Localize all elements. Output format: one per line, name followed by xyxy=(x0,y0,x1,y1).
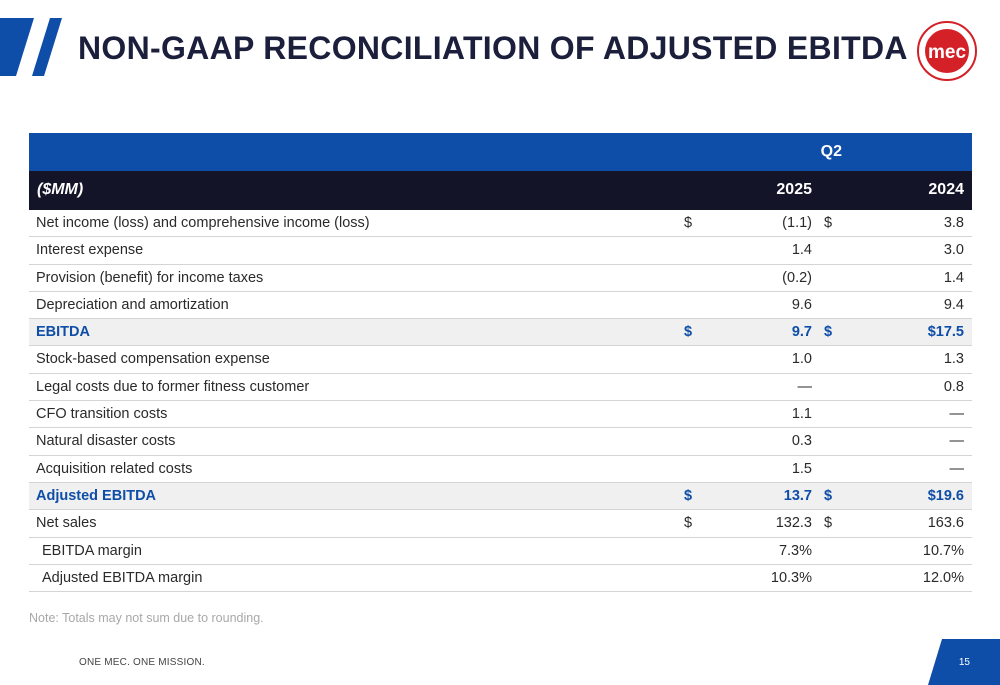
dollar-sign-2025: $ xyxy=(684,324,693,341)
value-2024: $17.5 xyxy=(927,324,964,341)
period-header: Q2 xyxy=(820,143,842,160)
table-row: Depreciation and amortization 9.6 9.4 xyxy=(29,292,972,320)
reconciliation-table: Q2 ($MM) 2025 2024 Net income (loss) and… xyxy=(29,133,972,593)
row-label: Interest expense xyxy=(36,242,144,259)
value-2024: 3.0 xyxy=(943,242,964,259)
table-row: CFO transition costs 1.1 — xyxy=(29,401,972,429)
value-2025: 1.0 xyxy=(791,351,812,368)
dollar-sign-2025: $ xyxy=(684,215,693,231)
value-2024: 3.8 xyxy=(943,215,964,231)
mec-logo: mec xyxy=(917,21,977,81)
value-2024: 9.4 xyxy=(943,296,964,313)
page-number-tab xyxy=(928,639,1000,685)
table-row: Adjusted EBITDA margin 10.3% 12.0% xyxy=(29,565,972,593)
value-2025: 1.4 xyxy=(791,242,812,259)
value-2024: — xyxy=(949,433,965,450)
row-label: CFO transition costs xyxy=(36,406,168,423)
value-2025: 1.5 xyxy=(791,460,812,477)
value-2024: $19.6 xyxy=(927,487,964,504)
value-2024: 10.7% xyxy=(922,542,964,559)
row-label: Acquisition related costs xyxy=(36,460,193,477)
row-label: Depreciation and amortization xyxy=(36,296,229,313)
table-row: Net income (loss) and comprehensive inco… xyxy=(29,210,972,238)
value-2024: 0.8 xyxy=(943,378,964,395)
value-2024: — xyxy=(949,460,965,477)
table-row: EBITDA margin 7.3% 10.7% xyxy=(29,538,972,565)
table-row: Adjusted EBITDA $13.7 $ $19.6 xyxy=(29,482,972,511)
page-number: 15 xyxy=(958,657,970,668)
table-row: Stock-based compensation expense 1.0 1.3 xyxy=(29,346,972,374)
dollar-sign-2024: $ xyxy=(824,324,833,341)
row-label: Provision (benefit) for income taxes xyxy=(36,269,264,286)
value-2025: 9.6 xyxy=(791,296,812,313)
table-body: Net income (loss) and comprehensive inco… xyxy=(29,210,972,593)
value-2025: 1.1 xyxy=(791,406,812,423)
row-label: EBITDA xyxy=(36,324,90,341)
table-row: Provision (benefit) for income taxes (0.2… xyxy=(29,265,972,292)
row-label: Natural disaster costs xyxy=(36,433,176,450)
year-2025-header: 2025 xyxy=(776,181,812,198)
value-2025: 10.3% xyxy=(770,569,812,586)
value-2024: — xyxy=(949,406,965,423)
dollar-sign-2025: $ xyxy=(684,515,693,532)
value-2025: (0.2) xyxy=(782,269,812,286)
table-row: Natural disaster costs 0.3 — xyxy=(29,428,972,456)
value-2024: 1.3 xyxy=(943,351,964,368)
value-2024: 163.6 xyxy=(927,515,964,532)
row-label: Adjusted EBITDA margin xyxy=(42,569,203,586)
row-label: Net income (loss) and comprehensive inco… xyxy=(36,215,370,231)
table-row: Legal costs due to former fitness custom… xyxy=(29,374,972,402)
value-2025: 13.7 xyxy=(783,487,812,504)
dollar-sign-2025: $ xyxy=(684,487,693,504)
value-2025: 132.3 xyxy=(775,515,812,532)
page-title: NON-GAAP RECONCILIATION OF ADJUSTED EBIT… xyxy=(78,30,908,66)
value-2025: — xyxy=(797,378,813,395)
value-2025: 9.7 xyxy=(791,324,812,341)
value-2025: 7.3% xyxy=(778,542,812,559)
row-label: Stock-based compensation expense xyxy=(36,351,270,368)
table-row: EBITDA $9.7 $ $17.5 xyxy=(29,319,972,347)
logo-text: mec xyxy=(928,42,966,63)
row-label: EBITDA margin xyxy=(42,542,142,559)
table-row: Net sales $132.3 $163.6 xyxy=(29,510,972,538)
dollar-sign-2024: $ xyxy=(824,515,833,532)
value-2025: 0.3 xyxy=(791,433,812,450)
table-row: Acquisition related costs 1.5 — xyxy=(29,456,972,483)
year-2024-header: 2024 xyxy=(928,181,964,198)
row-label: Adjusted EBITDA xyxy=(36,487,157,504)
corner-slash-mark xyxy=(0,18,62,76)
value-2025: (1.1) xyxy=(782,215,812,231)
dollar-sign-2024: $ xyxy=(824,215,833,231)
value-2024: 1.4 xyxy=(943,269,964,286)
unit-label: ($MM) xyxy=(37,181,84,198)
row-label: Legal costs due to former fitness custom… xyxy=(36,378,310,395)
dollar-sign-2024: $ xyxy=(824,487,833,504)
column-header-row: ($MM) 2025 2024 xyxy=(29,171,972,210)
table-row: Interest expense 1.4 3.0 xyxy=(29,237,972,265)
rounding-note: Note: Totals may not sum due to rounding… xyxy=(29,611,264,625)
value-2024: 12.0% xyxy=(922,569,964,586)
period-header-row: Q2 xyxy=(29,133,972,171)
footer-tagline: ONE MEC. ONE MISSION. xyxy=(79,657,205,668)
row-label: Net sales xyxy=(36,515,97,532)
